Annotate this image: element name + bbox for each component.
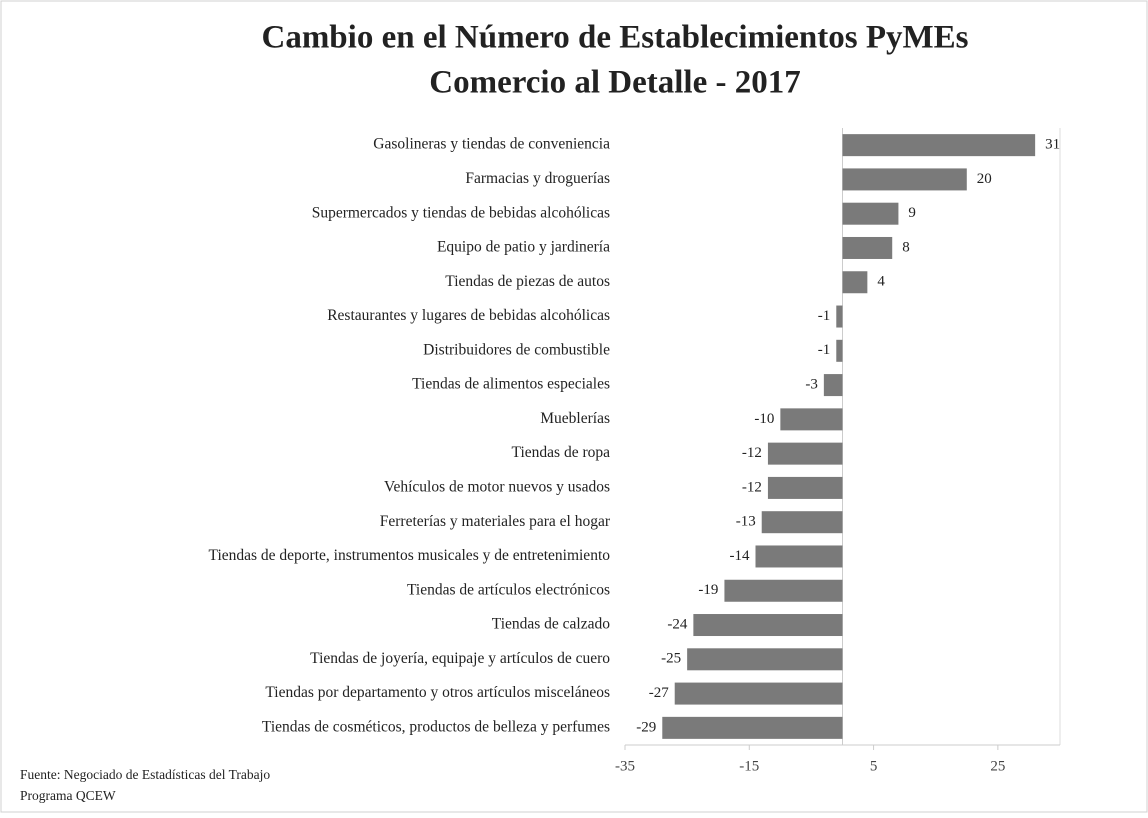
y-tick-label: Tiendas de alimentos especiales <box>412 376 610 393</box>
data-label: -3 <box>805 377 818 393</box>
x-tick-label: 25 <box>990 758 1005 774</box>
y-tick-label: Tiendas de calzado <box>492 616 610 633</box>
bar <box>823 374 843 397</box>
data-label: -12 <box>742 445 762 461</box>
x-tick-label: -15 <box>739 758 759 774</box>
y-tick-label: Vehículos de motor nuevos y usados <box>384 478 610 495</box>
bar <box>693 614 843 637</box>
chart-title: Cambio en el Número de Establecimientos … <box>261 20 968 56</box>
data-label: -1 <box>818 308 831 324</box>
data-label: -25 <box>661 651 681 667</box>
y-tick-label: Tiendas de ropa <box>512 444 611 461</box>
y-tick-label: Equipo de patio y jardinería <box>437 239 610 256</box>
y-tick-label: Tiendas de deporte, instrumentos musical… <box>209 547 611 564</box>
bar <box>836 339 843 362</box>
bar <box>842 236 893 259</box>
y-tick-label: Distribuidores de combustible <box>423 341 610 358</box>
bar <box>761 511 843 534</box>
y-tick-label: Tiendas por departamento y otros artícul… <box>265 684 610 701</box>
x-tick-label: -35 <box>615 758 635 774</box>
x-tick-label: 5 <box>870 758 878 774</box>
y-tick-label: Mueblerías <box>540 410 610 427</box>
data-label: 31 <box>1045 137 1060 153</box>
bar <box>767 442 843 465</box>
bar <box>724 579 843 602</box>
y-tick-label: Tiendas de joyería, equipaje y artículos… <box>310 650 610 667</box>
y-tick-label: Tiendas de artículos electrónicos <box>407 581 610 598</box>
bar <box>842 271 868 294</box>
data-label: -27 <box>649 685 669 701</box>
data-label: -12 <box>742 479 762 495</box>
bar <box>674 682 843 705</box>
data-label: 4 <box>877 274 885 290</box>
bar <box>836 305 843 328</box>
bar <box>687 648 843 671</box>
bar <box>755 545 843 568</box>
data-label: -10 <box>754 411 774 427</box>
source: Fuente: Negociado de Estadísticas del Tr… <box>20 767 270 782</box>
data-label: 9 <box>908 205 916 221</box>
data-label: -13 <box>736 514 756 530</box>
data-label: 8 <box>902 239 910 255</box>
data-label: -1 <box>818 342 831 358</box>
data-label: 20 <box>977 171 992 187</box>
y-tick-label: Tiendas de piezas de autos <box>445 273 610 290</box>
bar <box>662 716 843 739</box>
data-label: -29 <box>636 719 656 735</box>
data-label: -24 <box>667 616 687 632</box>
y-tick-label: Gasolineras y tiendas de conveniencia <box>373 136 610 153</box>
y-tick-label: Tiendas de cosméticos, productos de bell… <box>262 718 610 735</box>
y-tick-label: Farmacias y droguerías <box>465 170 610 187</box>
bar <box>842 202 899 225</box>
chart-subtitle: Comercio al Detalle - 2017 <box>429 65 800 101</box>
bar <box>780 408 843 431</box>
data-label: -19 <box>698 582 718 598</box>
y-tick-label: Restaurantes y lugares de bebidas alcohó… <box>327 307 610 324</box>
bar <box>767 476 843 499</box>
bar <box>842 134 1036 157</box>
y-tick-label: Ferreterías y materiales para el hogar <box>380 513 611 530</box>
bar <box>842 168 967 191</box>
y-tick-label: Supermercados y tiendas de bebidas alcoh… <box>312 204 610 221</box>
source: Programa QCEW <box>20 788 116 803</box>
data-label: -14 <box>730 548 750 564</box>
